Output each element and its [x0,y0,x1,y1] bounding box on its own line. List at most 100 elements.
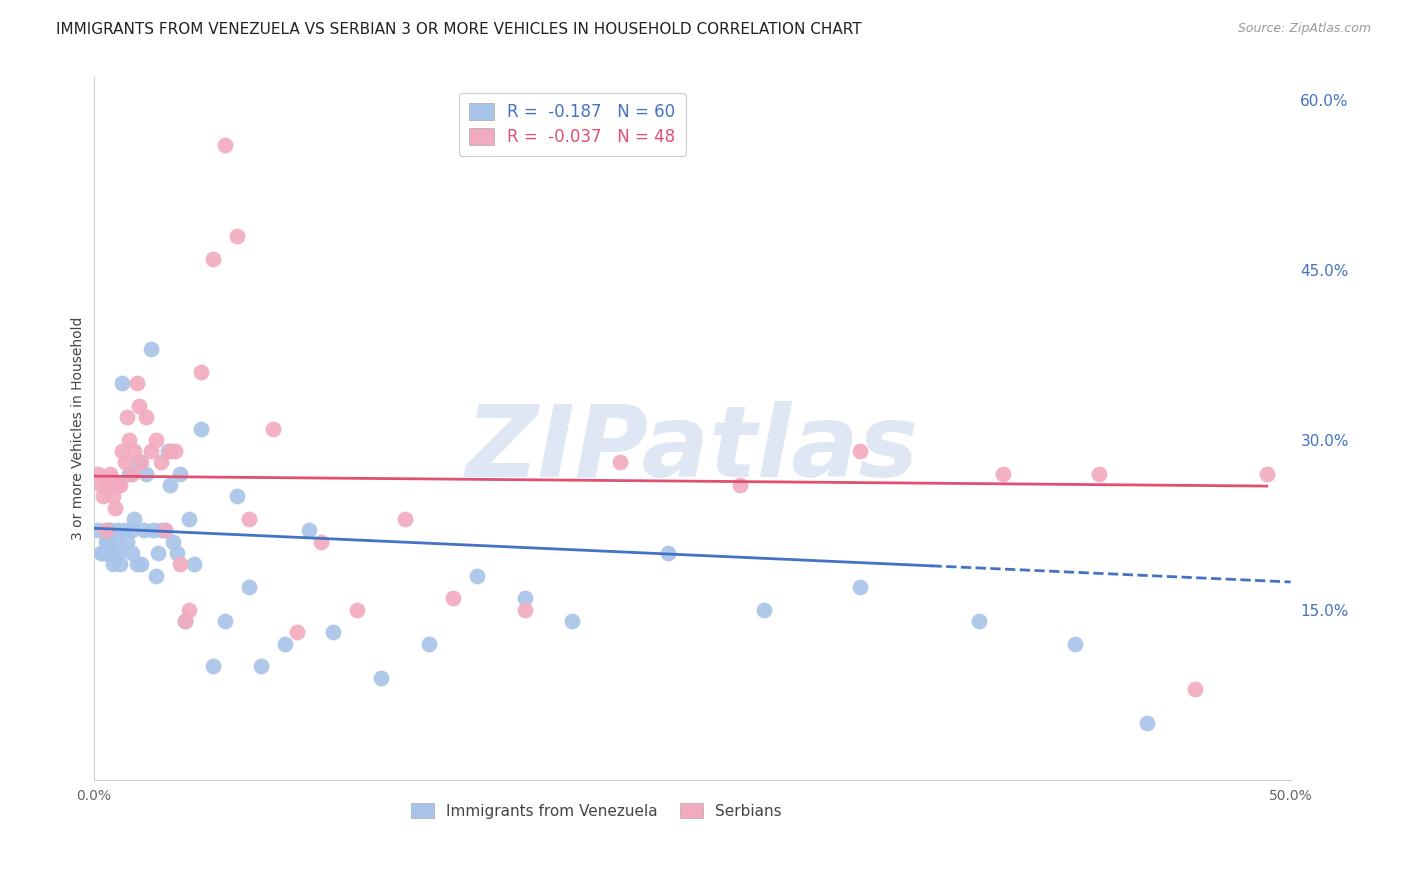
Point [322,625,344,640]
Point [752,603,775,617]
Point [226,229,249,244]
Legend: Immigrants from Venezuela, Serbians: Immigrants from Venezuela, Serbians [405,797,789,824]
Point [159,444,181,458]
Point [101,546,124,560]
Point [104,534,127,549]
Point [238,580,260,594]
Text: ZIPatlas: ZIPatlas [465,401,918,498]
Point [90,478,112,492]
Point [285,625,308,640]
Point [91,490,114,504]
Point [183,558,205,572]
Point [98,524,121,538]
Point [97,524,120,538]
Point [179,603,201,617]
Point [1136,716,1159,731]
Point [145,433,167,447]
Point [513,591,536,606]
Point [418,637,440,651]
Point [128,455,150,469]
Text: IMMIGRANTS FROM VENEZUELA VS SERBIAN 3 OR MORE VEHICLES IN HOUSEHOLD CORRELATION: IMMIGRANTS FROM VENEZUELA VS SERBIAN 3 O… [56,22,862,37]
Point [155,524,177,538]
Point [125,376,148,391]
Point [513,603,536,617]
Point [561,614,583,628]
Point [118,467,141,481]
Point [91,546,114,560]
Point [142,524,165,538]
Point [131,558,153,572]
Point [274,637,297,651]
Point [214,138,236,153]
Point [1256,467,1278,481]
Point [125,558,148,572]
Point [250,659,273,673]
Point [226,490,249,504]
Point [111,444,134,458]
Point [94,524,117,538]
Point [107,478,129,492]
Y-axis label: 3 or more Vehicles in Household: 3 or more Vehicles in Household [72,317,86,541]
Point [155,524,177,538]
Point [1088,467,1111,481]
Point [121,524,143,538]
Point [162,534,184,549]
Point [122,444,145,458]
Point [657,546,679,560]
Point [1184,681,1206,696]
Point [238,512,260,526]
Point [94,534,117,549]
Point [156,444,179,458]
Point [128,399,150,413]
Point [159,478,181,492]
Point [1064,637,1087,651]
Point [98,467,121,481]
Point [441,591,464,606]
Point [169,558,191,572]
Point [108,478,131,492]
Point [108,558,131,572]
Point [87,524,110,538]
Point [370,671,392,685]
Point [394,512,416,526]
Point [179,512,201,526]
Point [97,534,120,549]
Point [848,580,870,594]
Point [101,490,124,504]
Point [107,524,129,538]
Point [121,546,143,560]
Point [135,410,157,425]
Point [131,455,153,469]
Point [728,478,751,492]
Point [115,534,138,549]
Point [848,444,870,458]
Point [114,524,136,538]
Point [94,546,117,560]
Point [90,546,112,560]
Point [346,603,368,617]
Text: Source: ZipAtlas.com: Source: ZipAtlas.com [1237,22,1371,36]
Point [262,421,284,435]
Point [104,500,127,515]
Point [163,444,186,458]
Point [121,467,143,481]
Point [149,524,172,538]
Point [993,467,1015,481]
Point [132,524,155,538]
Point [118,433,141,447]
Point [87,467,110,481]
Point [111,376,134,391]
Point [148,546,170,560]
Point [149,455,172,469]
Point [122,512,145,526]
Point [214,614,236,628]
Point [190,365,212,379]
Point [309,534,332,549]
Point [969,614,991,628]
Point [139,444,162,458]
Point [107,546,129,560]
Point [202,252,225,266]
Point [190,421,212,435]
Point [465,568,488,582]
Point [169,467,191,481]
